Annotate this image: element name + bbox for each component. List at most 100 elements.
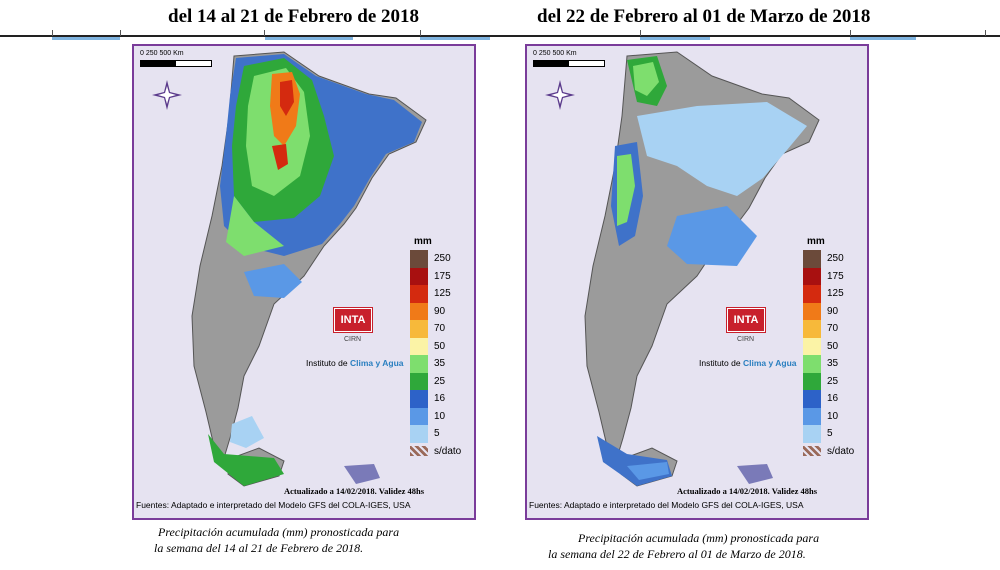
rule-tick — [120, 30, 121, 36]
inta-logo: INTA — [333, 307, 373, 333]
legend-item: 250 — [410, 250, 470, 268]
rule-tick — [985, 30, 986, 36]
legend-swatch — [410, 250, 428, 268]
legend-label: 70 — [434, 323, 446, 335]
legend: mm 250 175 125 90 70 50 35 25 16 10 5 s/… — [410, 236, 470, 460]
compass-rose-icon — [152, 80, 182, 115]
institute-prefix: Instituto de — [699, 358, 741, 368]
legend-item: 25 — [410, 372, 470, 390]
legend-label: 16 — [827, 393, 839, 405]
caption-right-line2: la semana del 22 de Febrero al 01 de Mar… — [548, 547, 806, 561]
rule-tick — [640, 30, 641, 36]
legend-label: 175 — [434, 270, 451, 282]
legend-label: 5 — [434, 428, 440, 440]
source-note: Fuentes: Adaptado e interpretado del Mod… — [136, 500, 411, 510]
legend-swatch — [803, 372, 821, 390]
rule-stripe — [265, 37, 353, 40]
legend-label: 175 — [827, 270, 844, 282]
scale-bar — [533, 60, 605, 67]
legend-swatch — [803, 250, 821, 268]
legend-item: 70 — [803, 320, 863, 338]
legend-label: 16 — [434, 393, 446, 405]
rule-stripe — [640, 37, 710, 40]
legend-item: 35 — [803, 355, 863, 373]
institute-label: Instituto de Clima y Agua — [699, 358, 797, 368]
header-right-title: del 22 de Febrero al 01 de Marzo de 2018 — [537, 6, 871, 27]
legend-label: 70 — [827, 323, 839, 335]
legend-item: 90 — [803, 302, 863, 320]
legend-swatch — [803, 355, 821, 373]
legend-swatch — [803, 285, 821, 303]
legend-swatch — [803, 337, 821, 355]
map-panel-left: 0 250 500 Km mm 250 175 125 90 70 50 35 … — [132, 44, 476, 520]
precipitation-map-left — [191, 51, 427, 487]
legend-label: 25 — [434, 375, 446, 387]
legend: mm 250 175 125 90 70 50 35 25 16 10 5 s/… — [803, 236, 863, 460]
legend-item: 16 — [803, 390, 863, 408]
rule-stripe — [850, 37, 916, 40]
institute-prefix: Instituto de — [306, 358, 348, 368]
legend-swatch — [410, 355, 428, 373]
legend-item: 125 — [803, 285, 863, 303]
rule-tick — [850, 30, 851, 36]
update-note: Actualizado a 14/02/2018. Validez 48hs — [677, 486, 818, 496]
legend-label: 10 — [434, 410, 446, 422]
legend-label: 125 — [827, 288, 844, 300]
compass-rose-icon — [545, 80, 575, 115]
caption-left-line1: Precipitación acumulada (mm) pronosticad… — [158, 525, 400, 539]
cirn-label: CIRN — [737, 336, 755, 343]
scale-bar — [140, 60, 212, 67]
legend-label: 90 — [434, 305, 446, 317]
update-note: Actualizado a 14/02/2018. Validez 48hs — [284, 486, 425, 496]
legend-label: 125 — [434, 288, 451, 300]
legend-label: 35 — [434, 358, 446, 370]
legend-swatch — [410, 372, 428, 390]
legend-swatch — [410, 267, 428, 285]
precipitation-map-right — [584, 51, 820, 487]
legend-label: 90 — [827, 305, 839, 317]
legend-swatch — [803, 302, 821, 320]
legend-label: 50 — [827, 340, 839, 352]
legend-label: 5 — [827, 428, 833, 440]
rule-tick — [420, 30, 421, 36]
legend-unit: mm — [414, 236, 432, 247]
legend-item: 10 — [803, 407, 863, 425]
legend-swatch — [803, 425, 821, 443]
legend-swatch — [410, 302, 428, 320]
institute-name: Clima y Agua — [742, 358, 797, 368]
legend-label: 250 — [827, 253, 844, 265]
rule-tick — [52, 30, 53, 36]
legend-item: 35 — [410, 355, 470, 373]
institute-name: Clima y Agua — [349, 358, 404, 368]
legend-item: 125 — [410, 285, 470, 303]
map-panel-right: 0 250 500 Km mm 250 175 125 90 70 50 35 … — [525, 44, 869, 520]
header-left-title: del 14 al 21 de Febrero de 2018 — [168, 6, 420, 27]
legend-item: 16 — [410, 390, 470, 408]
inta-logo: INTA — [726, 307, 766, 333]
legend-item: 175 — [803, 267, 863, 285]
cirn-label: CIRN — [344, 336, 362, 343]
legend-item: 250 — [803, 250, 863, 268]
legend-swatch — [803, 320, 821, 338]
legend-unit: mm — [807, 236, 825, 247]
scale-label: 0 250 500 Km — [533, 50, 577, 57]
legend-label: 10 — [827, 410, 839, 422]
caption-left-line2: la semana del 14 al 21 de Febrero de 201… — [154, 541, 364, 555]
legend-label: 250 — [434, 253, 451, 265]
legend-item: 90 — [410, 302, 470, 320]
caption-left: Precipitación acumulada (mm) pronosticad… — [154, 524, 400, 556]
legend-item: s/dato — [410, 443, 470, 461]
legend-swatch — [410, 407, 428, 425]
legend-swatch — [410, 446, 428, 457]
caption-right-line1: Precipitación acumulada (mm) pronosticad… — [578, 531, 820, 545]
legend-item: 5 — [803, 425, 863, 443]
legend-swatch — [410, 320, 428, 338]
legend-item: 50 — [803, 337, 863, 355]
legend-label: s/dato — [434, 445, 462, 457]
legend-label: 25 — [827, 375, 839, 387]
legend-swatch — [410, 285, 428, 303]
scale-label: 0 250 500 Km — [140, 50, 184, 57]
legend-item: 25 — [803, 372, 863, 390]
legend-swatch — [803, 390, 821, 408]
legend-item: 5 — [410, 425, 470, 443]
